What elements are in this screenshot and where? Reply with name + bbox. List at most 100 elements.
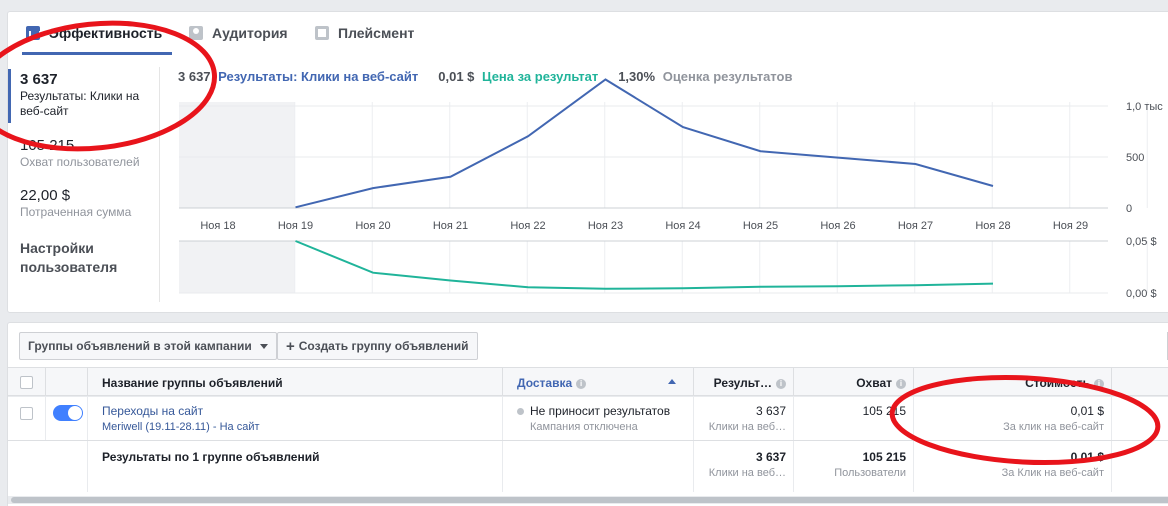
row-cost-cell: 0,01 $ За клик на веб-сайт: [914, 397, 1112, 440]
column-cost-label: Стоимость: [1025, 376, 1090, 390]
totals-reach-sub: Пользователи: [834, 467, 906, 479]
column-delivery-label: Доставка: [517, 376, 573, 390]
legend-cost[interactable]: 0,01 $ Цена за результат: [438, 69, 598, 84]
totals-reach-value: 105 215: [862, 450, 906, 464]
x-tick-label: Ноя 25: [743, 220, 778, 232]
metric-spend-value: 22,00 $: [20, 187, 71, 204]
column-cost[interactable]: Стоимость i: [914, 368, 1112, 395]
placement-icon: [315, 26, 329, 40]
y-tick-label: 0,00 $: [1126, 288, 1157, 300]
x-tick-label: Ноя 27: [898, 220, 933, 232]
delivery-status-text: Не приносит результатов: [530, 404, 671, 418]
x-tick-label: Ноя 23: [588, 220, 623, 232]
legend-score-value: 1,30%: [618, 69, 656, 84]
row-checkbox[interactable]: [20, 407, 33, 420]
tab-placement[interactable]: Плейсмент: [315, 25, 414, 41]
y-tick-label: 0,05 $: [1126, 236, 1157, 248]
y-tick-label: 0: [1126, 203, 1132, 215]
column-reach[interactable]: Охват i: [794, 368, 914, 395]
cost-series-line: [295, 240, 994, 290]
row-reach-cell: 105 215: [794, 397, 914, 440]
x-tick-label: Ноя 20: [355, 220, 390, 232]
legend-cost-value: 0,01 $: [438, 69, 475, 84]
tab-placement-label: Плейсмент: [338, 25, 415, 41]
column-results-label: Результ…: [713, 376, 772, 390]
ad-groups-dropdown[interactable]: Группы объявлений в этой кампании: [19, 332, 277, 360]
tab-audience-label: Аудитория: [212, 25, 288, 41]
totals-cost-sub: За Клик на веб-сайт: [1001, 467, 1104, 479]
totals-cost-value: 0,01 $: [1070, 450, 1104, 464]
totals-results-value: 3 637: [755, 450, 786, 464]
delivery-status: Не приносит результатов: [517, 404, 693, 418]
x-tick-label: Ноя 19: [278, 220, 313, 232]
column-name[interactable]: Название группы объявлений: [88, 368, 503, 395]
x-tick-label: Ноя 29: [1053, 220, 1088, 232]
no-data-region: [179, 102, 295, 208]
x-tick-label: Ноя 26: [820, 220, 855, 232]
x-tick-label: Ноя 24: [665, 220, 700, 232]
row-cost-value: 0,01 $: [1070, 404, 1104, 418]
plus-icon: +: [286, 337, 295, 355]
legend-score[interactable]: 1,30% Оценка результатов: [618, 69, 792, 84]
y-tick-label: 1,0 тыс: [1126, 101, 1163, 113]
ad-group-toggle[interactable]: [53, 405, 83, 421]
x-tick-label: Ноя 22: [510, 220, 545, 232]
ad-groups-dropdown-label: Группы объявлений в этой кампании: [28, 339, 252, 353]
y-tick-label: 500: [1126, 152, 1144, 164]
legend-cost-label: Цена за результат: [482, 69, 599, 84]
status-dot-icon: [517, 408, 524, 415]
ad-group-name-link[interactable]: Переходы на сайт: [102, 404, 204, 418]
totals-label: Результаты по 1 группе объявлений: [102, 450, 320, 464]
row-cost-sub: За клик на веб-сайт: [1003, 421, 1104, 433]
metric-spend[interactable]: 22,00 $ Потраченная сумма: [8, 187, 158, 220]
column-results[interactable]: Результ… i: [694, 368, 794, 395]
column-name-label: Название группы объявлений: [102, 376, 283, 390]
results-series-line: [295, 78, 994, 209]
metric-spend-label: Потраченная сумма: [20, 205, 132, 219]
user-settings-link[interactable]: Настройки пользователя: [20, 240, 118, 275]
horizontal-scrollbar[interactable]: [8, 496, 1168, 504]
row-delivery-cell: Не приносит результатов Кампания отключе…: [503, 397, 694, 440]
row-select-cell: [8, 397, 46, 440]
metric-reach-label: Охват пользователей: [20, 155, 140, 169]
legend-results-label: Результаты: Клики на веб-сайт: [218, 69, 419, 84]
insights-card: Эффективность Аудитория Плейсмент 3 637 …: [7, 11, 1168, 313]
select-all-cell: [8, 368, 46, 395]
info-icon[interactable]: i: [576, 379, 587, 389]
info-icon[interactable]: i: [776, 379, 786, 389]
totals-results-sub: Клики на веб…: [708, 467, 786, 479]
info-icon[interactable]: i: [896, 379, 906, 389]
totals-label-cell: Результаты по 1 группе объявлений: [88, 441, 503, 492]
x-tick-label: Ноя 21: [433, 220, 468, 232]
performance-chart: Ноя 18 Ноя 19 Ноя 20 Ноя 21 Ноя 22 Ноя 23 Ноя …: [179, 78, 1163, 300]
create-ad-group-button[interactable]: + Создать группу объявлений: [277, 332, 478, 360]
no-data-region: [179, 241, 295, 293]
column-reach-label: Охват: [856, 376, 892, 390]
row-results-sub: Клики на веб…: [708, 421, 786, 433]
row-name-cell: Переходы на сайт Meriwell (19.11-28.11) …: [88, 397, 503, 440]
totals-row: Результаты по 1 группе объявлений 3 637 …: [8, 440, 1168, 492]
select-all-checkbox[interactable]: [20, 376, 33, 389]
x-tick-label: Ноя 18: [200, 220, 235, 232]
row-results-cell: 3 637 Клики на веб…: [694, 397, 794, 440]
totals-cost-cell: 0,01 $ За Клик на веб-сайт: [914, 441, 1112, 492]
campaign-link[interactable]: Meriwell (19.11-28.11) - На сайт: [102, 421, 260, 433]
create-ad-group-label: Создать группу объявлений: [298, 339, 469, 353]
chevron-down-icon: [259, 343, 268, 349]
totals-delivery-cell: [503, 441, 694, 492]
totals-blank: [8, 441, 88, 492]
toggle-header: [46, 368, 88, 395]
info-icon[interactable]: i: [1094, 379, 1104, 389]
totals-reach-cell: 105 215 Пользователи: [794, 441, 914, 492]
ad-groups-card: Группы объявлений в этой кампании + Созд…: [7, 322, 1168, 506]
table-row[interactable]: Переходы на сайт Meriwell (19.11-28.11) …: [8, 396, 1168, 440]
table-header: Название группы объявлений Доставка i Рез…: [8, 367, 1168, 396]
totals-results-cell: 3 637 Клики на веб…: [694, 441, 794, 492]
column-delivery[interactable]: Доставка i: [503, 368, 694, 395]
sort-asc-icon[interactable]: [668, 379, 676, 384]
delivery-sub: Кампания отключена: [530, 421, 638, 433]
legend-score-label: Оценка результатов: [662, 69, 793, 84]
scrollbar-thumb[interactable]: [11, 497, 1168, 503]
row-toggle-cell: [46, 397, 88, 440]
row-reach-value: 105 215: [862, 404, 906, 418]
